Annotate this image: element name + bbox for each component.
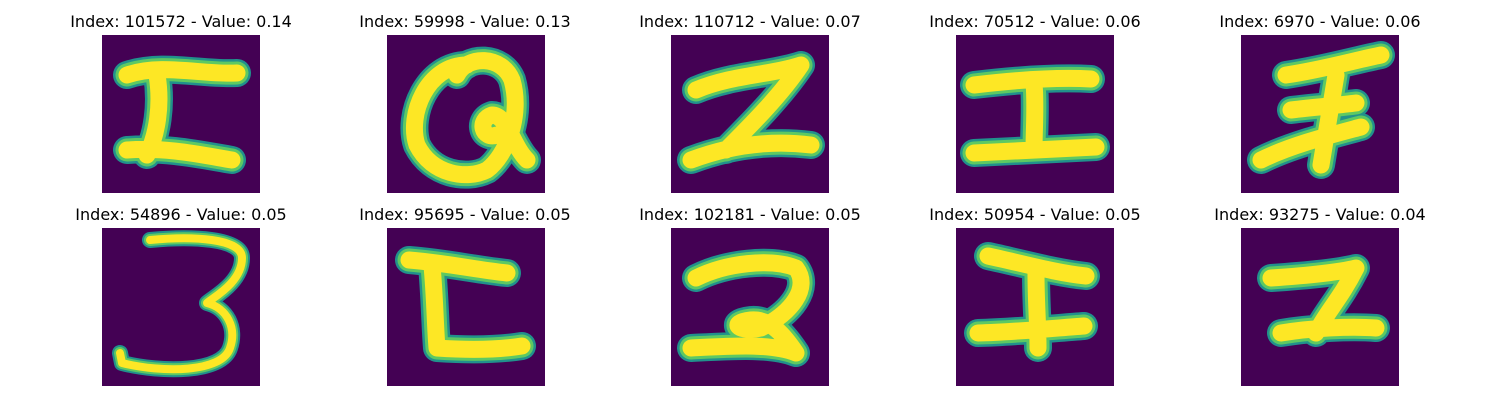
panel-title: Index: 6970 - Value: 0.06 (1219, 12, 1421, 31)
panel-title: Index: 50954 - Value: 0.05 (929, 205, 1141, 224)
glyph-z-lower-shape (1257, 254, 1390, 347)
panel-title: Index: 95695 - Value: 0.05 (359, 205, 571, 224)
glyph-f-shape (1247, 41, 1395, 179)
panel-title: Index: 101572 - Value: 0.14 (70, 12, 292, 31)
panel-title: Index: 93275 - Value: 0.04 (1214, 205, 1426, 224)
digit-image (1241, 228, 1399, 386)
digit-image (1241, 35, 1399, 193)
digit-image (387, 228, 545, 386)
panel-title: Index: 70512 - Value: 0.06 (929, 12, 1141, 31)
digit-image (671, 228, 829, 386)
digit-image (102, 228, 260, 386)
glyph-2-shape (677, 248, 815, 367)
glyph-q-shape (400, 46, 541, 189)
panel-title: Index: 59998 - Value: 0.13 (359, 12, 571, 31)
glyph-i-shape (964, 242, 1100, 362)
panel-title: Index: 54896 - Value: 0.05 (75, 205, 287, 224)
glyph-z-shape (677, 51, 825, 174)
digit-image (671, 35, 829, 193)
panel-title: Index: 110712 - Value: 0.07 (639, 12, 861, 31)
digit-image (956, 35, 1114, 193)
glyph-3-shape (112, 230, 250, 378)
glyph-t-shape (395, 246, 536, 364)
digit-image (387, 35, 545, 193)
digit-image (956, 228, 1114, 386)
panel-title: Index: 102181 - Value: 0.05 (639, 205, 861, 224)
glyph-i-shape (113, 55, 251, 174)
glyph-i-shape (960, 64, 1110, 167)
digit-image (102, 35, 260, 193)
